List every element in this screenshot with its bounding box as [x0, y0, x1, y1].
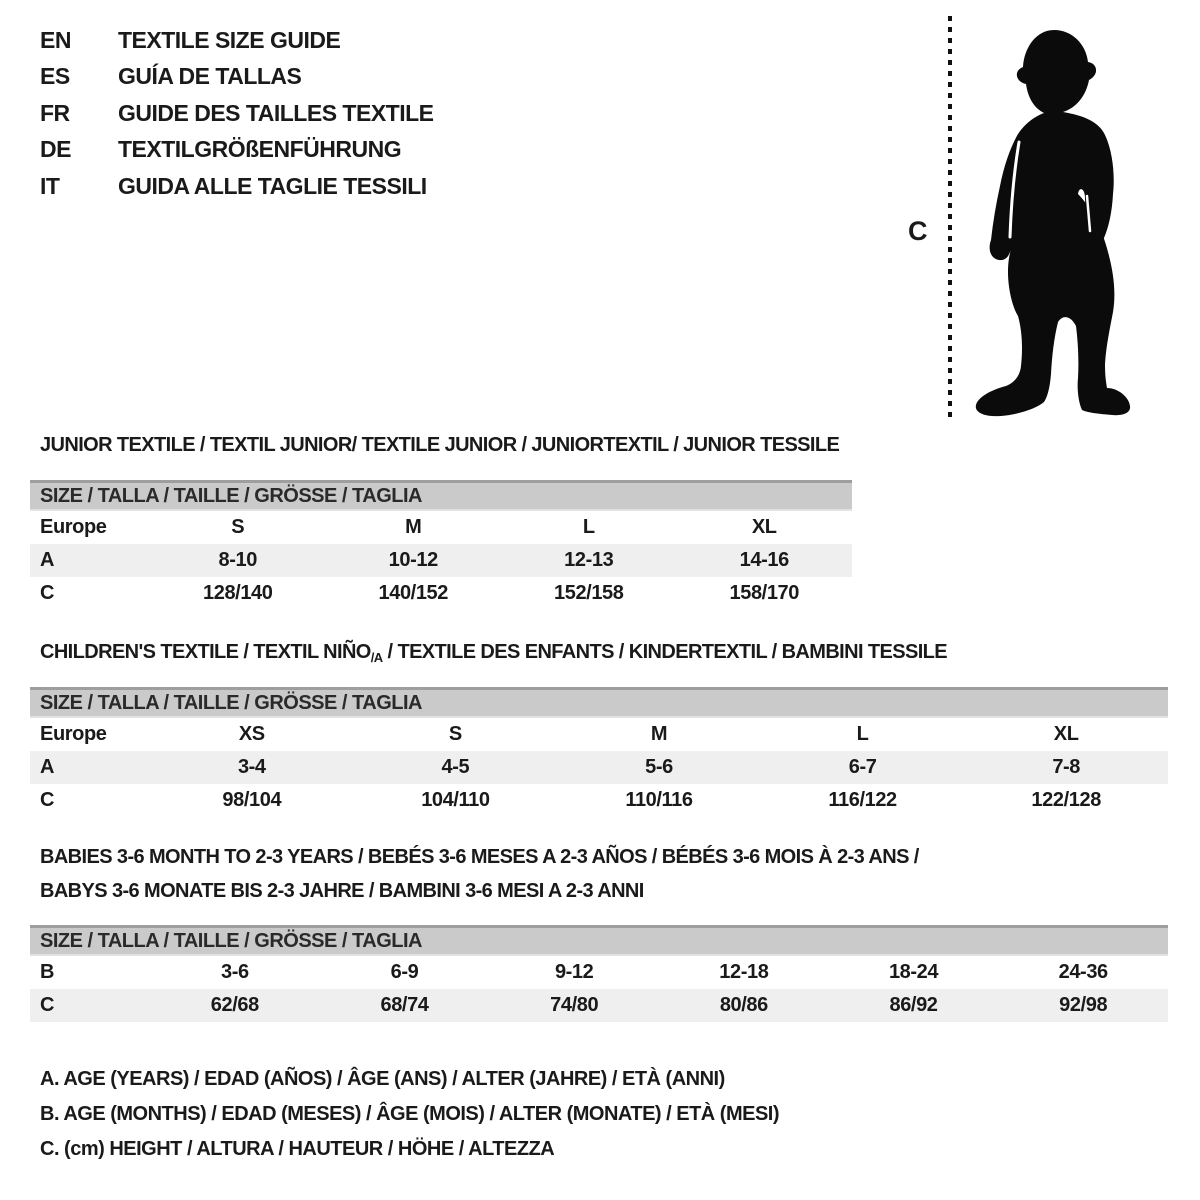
- measurement-legend: A. AGE (YEARS) / EDAD (AÑOS) / ÂGE (ANS)…: [40, 1062, 780, 1167]
- size-cell: L: [582, 516, 595, 538]
- row-label: Europe: [40, 723, 107, 745]
- babies-size-table: SIZE / TALLA / TAILLE / GRÖSSE / TAGLIA …: [30, 925, 1168, 1022]
- size-cell: XL: [1053, 723, 1079, 745]
- language-row-de: DE TEXTILGRÖßENFÜHRUNG: [40, 132, 434, 169]
- guide-title-es: GUÍA DE TALLAS: [118, 63, 302, 90]
- language-code: FR: [40, 99, 70, 126]
- size-cell: XS: [238, 723, 265, 745]
- value-cell: 10-12: [388, 549, 439, 571]
- value-cell: 8-10: [218, 549, 258, 571]
- size-cell: M: [650, 723, 668, 745]
- table-row-height: C 128/140 140/152 152/158 158/170: [30, 577, 852, 610]
- size-cell: L: [856, 723, 869, 745]
- children-table-title: CHILDREN'S TEXTILE / TEXTIL NIÑO/A / TEX…: [40, 641, 948, 665]
- value-cell: 9-12: [554, 961, 594, 983]
- value-cell: 158/170: [729, 582, 800, 604]
- row-label: A: [40, 756, 55, 778]
- value-cell: 4-5: [441, 756, 470, 778]
- value-cell: 80/86: [719, 994, 768, 1016]
- table-row-height: C 62/68 68/74 74/80 80/86 86/92 92/98: [30, 989, 1168, 1022]
- children-size-table: SIZE / TALLA / TAILLE / GRÖSSE / TAGLIA …: [30, 687, 1168, 817]
- babies-table-title-line1: BABIES 3-6 MONTH TO 2-3 YEARS / BEBÉS 3-…: [40, 846, 919, 868]
- value-cell: 6-7: [848, 756, 877, 778]
- value-cell: 5-6: [645, 756, 673, 778]
- row-label: C: [40, 994, 55, 1016]
- legend-line-c: C. (cm) HEIGHT / ALTURA / HAUTEUR / HÖHE…: [40, 1138, 555, 1160]
- language-row-fr: FR GUIDE DES TAILLES TEXTILE: [40, 95, 434, 132]
- size-cell: XL: [751, 516, 777, 538]
- value-cell: 7-8: [1052, 756, 1081, 778]
- size-header-bar: SIZE / TALLA / TAILLE / GRÖSSE / TAGLIA: [30, 480, 852, 511]
- size-header-bar: SIZE / TALLA / TAILLE / GRÖSSE / TAGLIA: [30, 687, 1168, 718]
- junior-size-table: SIZE / TALLA / TAILLE / GRÖSSE / TAGLIA …: [30, 480, 852, 610]
- language-code: EN: [40, 26, 71, 53]
- value-cell: 3-6: [220, 961, 249, 983]
- table-row-height: C 98/104 104/110 110/116 116/122 122/128: [30, 784, 1168, 817]
- row-label: Europe: [40, 516, 107, 538]
- baby-silhouette-icon: [966, 16, 1141, 421]
- row-label: B: [40, 961, 55, 983]
- value-cell: 68/74: [380, 994, 429, 1016]
- language-code: ES: [40, 63, 70, 90]
- value-cell: 140/152: [378, 582, 449, 604]
- value-cell: 12-13: [564, 549, 614, 571]
- value-cell: 116/122: [828, 789, 897, 811]
- table-row-europe: Europe S M L XL: [30, 511, 852, 544]
- size-cell: S: [231, 516, 245, 538]
- language-code: DE: [40, 136, 71, 163]
- value-cell: 18-24: [888, 961, 939, 983]
- value-cell: 12-18: [719, 961, 769, 983]
- value-cell: 74/80: [550, 994, 599, 1016]
- language-row-it: IT GUIDA ALLE TAGLIE TESSILI: [40, 168, 434, 205]
- value-cell: 122/128: [1031, 789, 1101, 811]
- value-cell: 14-16: [739, 549, 790, 571]
- language-code: IT: [40, 172, 60, 199]
- size-header-bar: SIZE / TALLA / TAILLE / GRÖSSE / TAGLIA: [30, 925, 1168, 956]
- measure-c-label: C: [908, 216, 928, 246]
- value-cell: 3-4: [237, 756, 266, 778]
- guide-title-en: TEXTILE SIZE GUIDE: [118, 26, 341, 53]
- value-cell: 152/158: [554, 582, 624, 604]
- row-label: C: [40, 582, 55, 604]
- row-label: A: [40, 549, 55, 571]
- children-title-post: / TEXTILE DES ENFANTS / KINDERTEXTIL / B…: [382, 641, 948, 663]
- size-cell: M: [405, 516, 422, 538]
- guide-title-it: GUIDA ALLE TAGLIE TESSILI: [118, 172, 427, 199]
- value-cell: 6-9: [390, 961, 419, 983]
- legend-line-b: B. AGE (MONTHS) / EDAD (MESES) / ÂGE (MO…: [40, 1103, 780, 1125]
- value-cell: 24-36: [1058, 961, 1109, 983]
- language-row-en: EN TEXTILE SIZE GUIDE: [40, 22, 434, 59]
- value-cell: 104/110: [421, 789, 490, 811]
- size-cell: S: [448, 723, 462, 745]
- guide-title-fr: GUIDE DES TAILLES TEXTILE: [118, 99, 434, 126]
- language-row-es: ES GUÍA DE TALLAS: [40, 59, 434, 96]
- children-title-sub: /A: [370, 650, 383, 665]
- value-cell: 98/104: [222, 789, 282, 811]
- height-measure-dashed-line: [948, 16, 952, 418]
- babies-table-title-line2: BABYS 3-6 MONATE BIS 2-3 JAHRE / BAMBINI…: [40, 880, 644, 902]
- children-title-pre: CHILDREN'S TEXTILE / TEXTIL NIÑO: [40, 641, 371, 663]
- junior-table-title: JUNIOR TEXTILE / TEXTIL JUNIOR/ TEXTILE …: [40, 434, 840, 456]
- table-row-age-months: B 3-6 6-9 9-12 12-18 18-24 24-36: [30, 956, 1168, 989]
- language-title-list: EN TEXTILE SIZE GUIDE ES GUÍA DE TALLAS …: [40, 22, 434, 205]
- value-cell: 92/98: [1059, 994, 1108, 1016]
- value-cell: 110/116: [625, 789, 693, 811]
- value-cell: 128/140: [203, 582, 273, 604]
- table-row-europe: Europe XS S M L XL: [30, 718, 1168, 751]
- legend-line-a: A. AGE (YEARS) / EDAD (AÑOS) / ÂGE (ANS)…: [40, 1068, 725, 1090]
- guide-title-de: TEXTILGRÖßENFÜHRUNG: [118, 136, 402, 163]
- row-label: C: [40, 789, 55, 811]
- table-row-age: A 3-4 4-5 5-6 6-7 7-8: [30, 751, 1168, 784]
- table-row-age: A 8-10 10-12 12-13 14-16: [30, 544, 852, 577]
- value-cell: 86/92: [889, 994, 938, 1016]
- value-cell: 62/68: [210, 994, 259, 1016]
